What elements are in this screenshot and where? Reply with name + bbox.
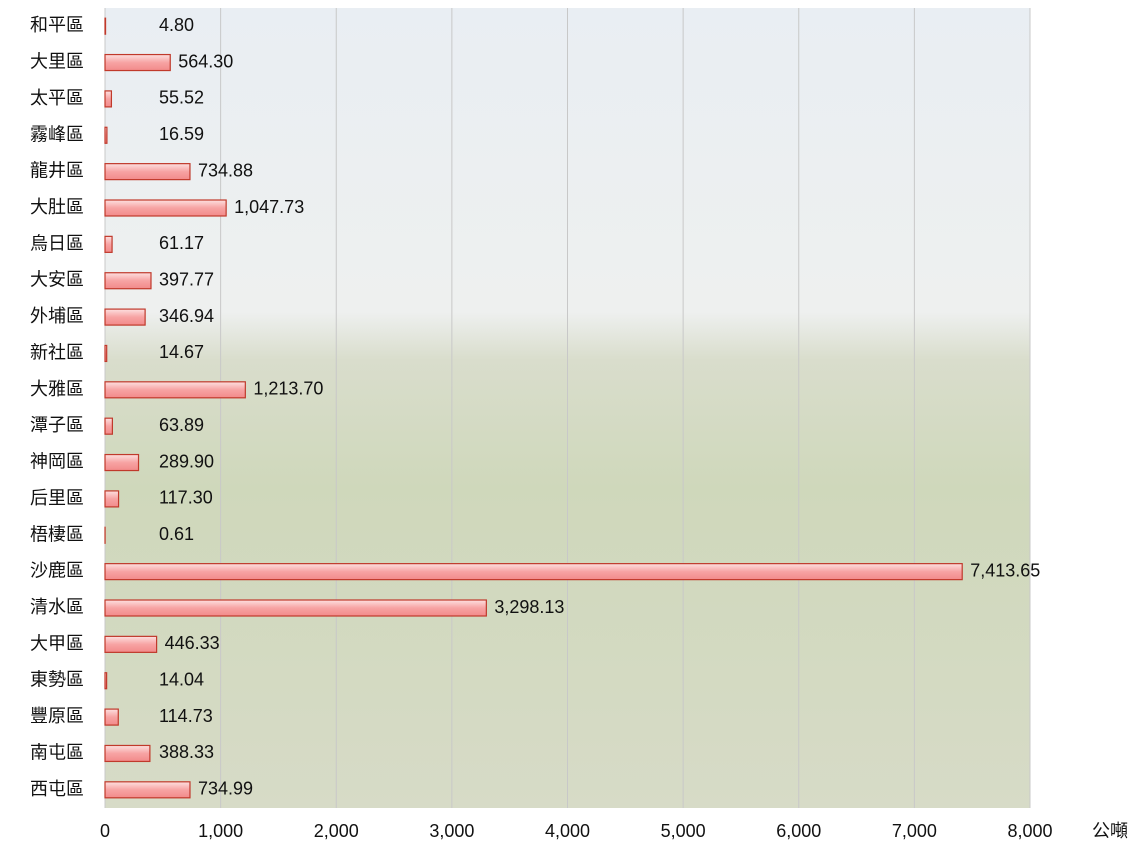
bar [105,127,107,143]
value-label: 14.04 [159,669,204,689]
bar [105,309,145,325]
x-tick-label: 4,000 [545,821,590,841]
y-tick-label: 神岡區 [30,452,84,473]
x-tick-label: 3,000 [429,821,474,841]
y-tick-label: 大雅區 [30,379,84,400]
value-label: 388.33 [159,742,214,762]
chart: 公噸 0 1,000 2,000 3,000 4,000 5,000 6,000 7,000 8… [0,0,1147,850]
y-tick-label: 東勢區 [30,670,84,691]
value-label: 1,213.70 [253,379,323,399]
value-label: 61.17 [159,233,204,253]
y-tick-label: 大甲區 [30,633,84,654]
x-tick-label: 0 [100,821,110,841]
value-label: 117.30 [159,488,213,508]
y-tick-label: 大肚區 [30,197,84,218]
value-label: 63.89 [159,415,204,435]
bar [105,564,962,580]
bar [105,55,170,71]
value-label: 55.52 [159,88,204,108]
value-label: 346.94 [159,306,214,326]
x-tick-label: 8,000 [1007,821,1052,841]
y-tick-label: 豐原區 [30,706,84,727]
y-tick-label: 和平區 [30,15,84,36]
value-label: 446.33 [165,633,220,653]
bar [105,418,112,434]
bar [105,18,106,34]
bar [105,491,119,507]
y-tick-label: 霧峰區 [30,124,84,145]
bar [105,345,107,361]
x-axis-label: 公噸 [1092,821,1128,841]
bar [105,200,226,216]
value-label: 4.80 [159,15,194,35]
y-tick-label: 新社區 [30,342,84,363]
value-label: 0.61 [159,524,194,544]
y-tick-label: 太平區 [30,88,84,109]
bar [105,164,190,180]
value-label: 289.90 [159,451,214,471]
bar [105,236,112,252]
value-label: 397.77 [159,269,214,289]
value-label: 564.30 [178,51,233,71]
y-tick-label: 外埔區 [30,306,84,327]
y-tick-label: 大安區 [30,270,84,291]
value-label: 1,047.73 [234,197,304,217]
bar [105,673,107,689]
bar [105,273,151,289]
value-label: 734.99 [198,779,253,799]
x-tick-label: 6,000 [776,821,821,841]
bar [105,455,139,471]
y-tick-label: 后里區 [30,488,84,509]
bar [105,91,111,107]
bar [105,745,150,761]
bar [105,600,486,616]
value-label: 114.73 [159,706,213,726]
y-tick-label: 大里區 [30,52,84,73]
x-tick-label: 1,000 [198,821,243,841]
y-tick-label: 南屯區 [30,742,84,763]
y-tick-label: 西屯區 [30,779,84,800]
y-tick-label: 沙鹿區 [30,561,84,582]
x-tick-label: 5,000 [661,821,706,841]
y-tick-label: 潭子區 [30,415,84,436]
y-tick-label: 龍井區 [30,161,84,182]
bar [105,782,190,798]
value-label: 3,298.13 [494,597,564,617]
value-label: 16.59 [159,124,204,144]
bar [105,709,118,725]
value-label: 14.67 [159,342,204,362]
x-tick-label: 7,000 [892,821,937,841]
y-tick-label: 烏日區 [30,233,84,254]
value-label: 7,413.65 [970,560,1040,580]
bar [105,636,157,652]
y-tick-label: 梧棲區 [30,524,84,545]
y-tick-label: 清水區 [30,597,84,618]
bar [105,382,245,398]
x-tick-label: 2,000 [314,821,359,841]
value-label: 734.88 [198,160,253,180]
